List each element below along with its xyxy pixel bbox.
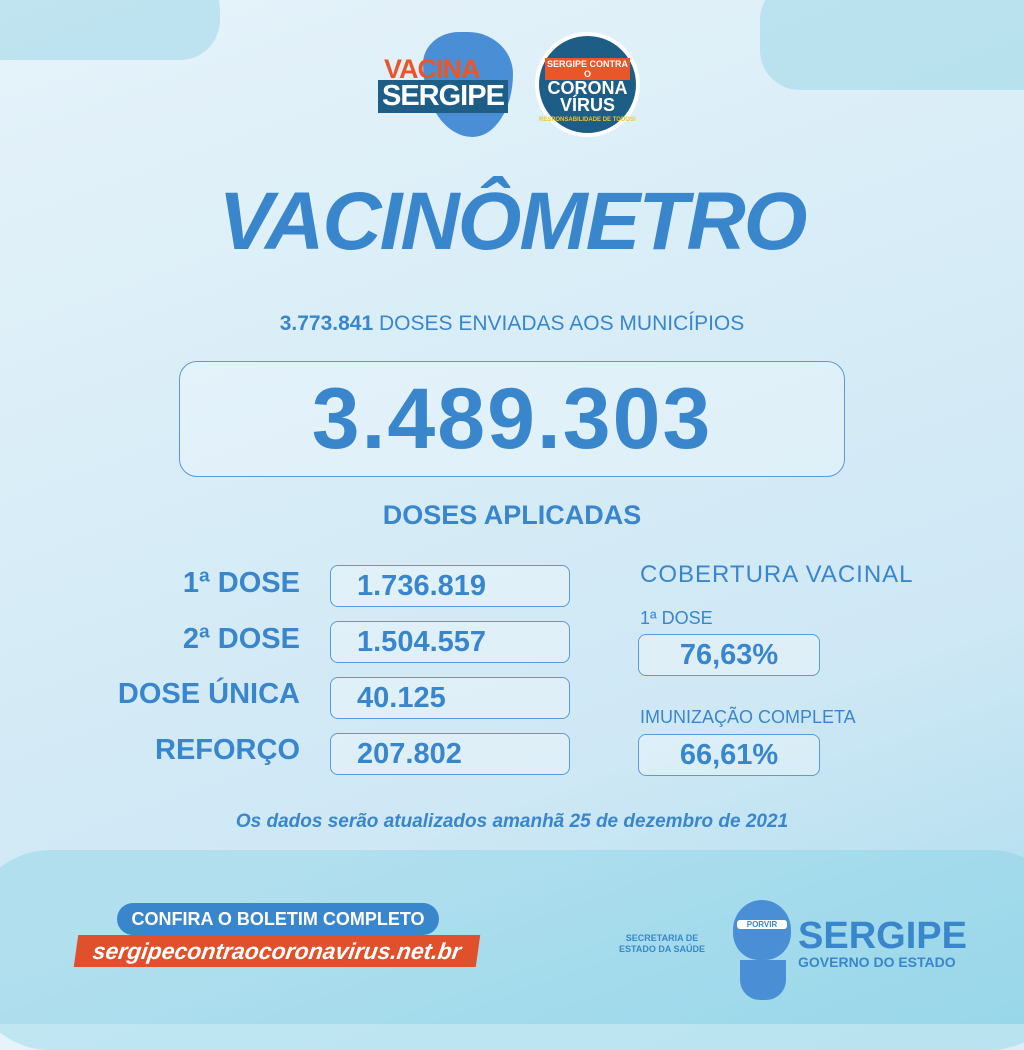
coverage-title: COBERTURA VACINAL xyxy=(640,561,914,588)
dose-label: 1ª DOSE xyxy=(182,567,300,599)
bg-shape xyxy=(760,0,1024,90)
government-name: SERGIPE xyxy=(798,915,967,957)
dose-value: 1.504.557 xyxy=(330,621,570,663)
total-applied-value: 3.489.303 xyxy=(179,361,845,477)
coverage-first-label: 1ª DOSE xyxy=(640,608,713,628)
coverage-full-value: 66,61% xyxy=(638,734,820,776)
logo-text: SERGIPE CONTRA O xyxy=(545,58,630,80)
doses-sent: 3.773.841 DOSES ENVIADAS AOS MUNICÍPIOS xyxy=(0,312,1024,336)
logo-sergipe-text: SERGIPE xyxy=(378,80,508,113)
bg-shape xyxy=(0,0,220,60)
logo-text: CORONA xyxy=(547,78,628,98)
applied-label: DOSES APLICADAS xyxy=(382,500,642,530)
secretaria-label: SECRETARIA DE ESTADO DA SAÚDE xyxy=(618,933,705,954)
dose-value: 40.125 xyxy=(330,677,570,719)
update-note: Os dados serão atualizados amanhã 25 de … xyxy=(235,811,789,832)
doses-sent-value: 3.773.841 xyxy=(279,312,374,335)
bulletin-button[interactable]: CONFIRA O BOLETIM COMPLETO xyxy=(117,903,439,935)
page-title: VACINÔMETRO xyxy=(218,176,808,267)
website-link[interactable]: sergipecontraocoronavirus.net.br xyxy=(73,935,481,967)
porvir-text: PORVIR xyxy=(737,920,787,929)
government-subtitle: GOVERNO DO ESTADO xyxy=(798,954,956,970)
logo-text: RESPONSABILIDADE DE TODOS! xyxy=(539,117,636,123)
dose-value: 1.736.819 xyxy=(330,565,570,607)
logo-text: VÍRUS xyxy=(559,95,615,115)
logo-vacina-text: VACINA xyxy=(384,54,481,84)
dose-label: REFORÇO xyxy=(155,734,300,766)
sergipe-contra-coronavirus-logo: SERGIPE CONTRA O CORONA VÍRUS RESPONSABI… xyxy=(535,32,640,137)
balloon-emblem-icon xyxy=(733,900,791,960)
coverage-full-label: IMUNIZAÇÃO COMPLETA xyxy=(640,707,856,727)
dose-label: 2ª DOSE xyxy=(182,623,300,655)
dose-label: DOSE ÚNICA xyxy=(117,678,300,710)
dose-value: 207.802 xyxy=(330,733,570,775)
vacina-sergipe-logo: VACINA SERGIPE xyxy=(378,32,523,137)
doses-sent-label: DOSES ENVIADAS AOS MUNICÍPIOS xyxy=(379,312,745,335)
coverage-first-value: 76,63% xyxy=(638,634,820,676)
emblem-base-icon xyxy=(740,960,786,1000)
